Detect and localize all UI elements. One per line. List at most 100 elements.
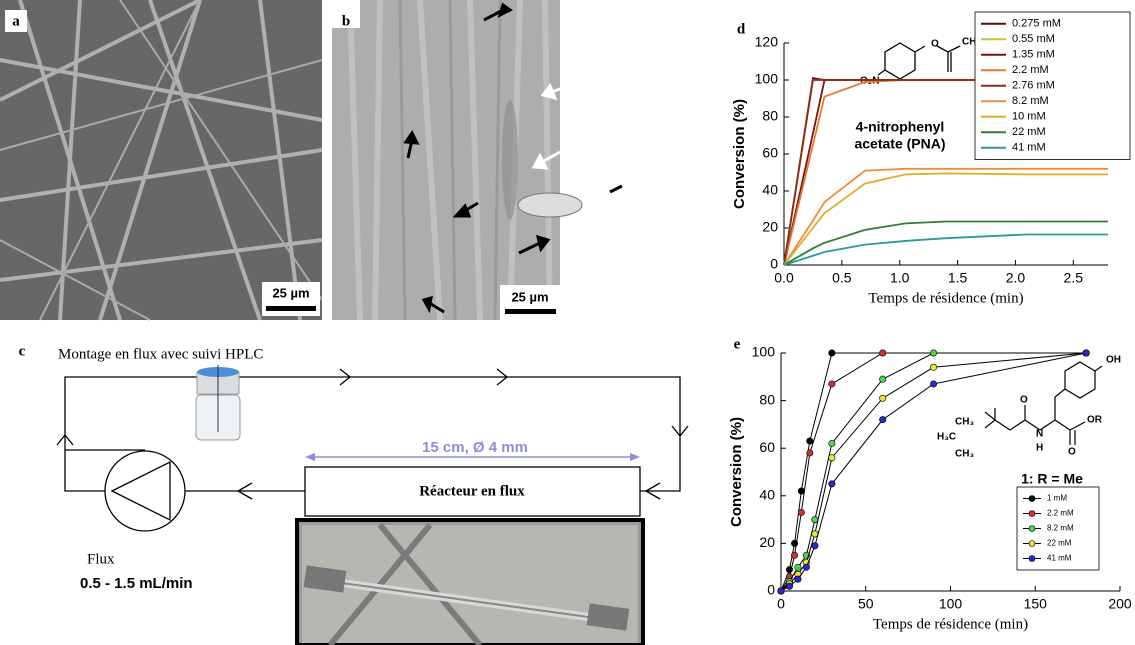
- data-point: [828, 349, 836, 357]
- x-tick-label: 2.5: [1064, 270, 1084, 286]
- molecule-label: N: [1036, 429, 1043, 440]
- data-point: [806, 449, 814, 457]
- molecule-label: CH₃: [955, 449, 974, 460]
- y-tick-label: 100: [755, 71, 779, 87]
- data-point: [785, 582, 793, 590]
- y-axis-label: Conversion (%): [731, 99, 748, 209]
- molecule-label: CH₃: [955, 417, 974, 428]
- molecule-label: O: [931, 39, 939, 50]
- flow-diagram: [56, 368, 689, 540]
- data-point: [930, 349, 938, 357]
- legend-marker: [1028, 555, 1036, 562]
- legend-label: 41 mM: [1047, 554, 1072, 563]
- legend-label: 10 mM: [1012, 111, 1046, 123]
- legend-label: 2.2 mM: [1047, 509, 1074, 518]
- sample-vial: [195, 365, 241, 441]
- data-point: [879, 375, 887, 383]
- legend-label: 2.76 mM: [1012, 80, 1055, 92]
- micrograph-a: a 25 µm: [0, 0, 323, 321]
- data-point: [828, 380, 836, 388]
- legend-label: 8.2 mM: [1047, 524, 1074, 533]
- flow-rate: 0.5 - 1.5 mL/min: [80, 575, 193, 592]
- annotation: 1: R = Me: [1021, 471, 1083, 487]
- panel-label: a: [12, 13, 20, 29]
- legend-label: 1 mM: [1047, 494, 1067, 503]
- legend-label: 0.275 mM: [1012, 18, 1061, 30]
- y-axis-label: Conversion (%): [728, 417, 745, 527]
- legend-label: 0.55 mM: [1012, 33, 1055, 45]
- y-tick-label: 20: [759, 534, 775, 550]
- y-tick-label: 80: [762, 108, 778, 124]
- x-tick-label: 2.0: [1006, 270, 1026, 286]
- series-line: [783, 220, 1108, 266]
- scale-bar-label: 25 µm: [272, 285, 309, 300]
- molecule-label: CH₃: [962, 37, 981, 48]
- reactor-dimensions: 15 cm, Ø 4 mm: [422, 439, 528, 456]
- panel-label: d: [737, 21, 746, 37]
- scale-bar-label: 25 µm: [511, 289, 548, 304]
- data-point: [879, 416, 887, 424]
- x-tick-label: 200: [1108, 596, 1132, 612]
- x-tick-label: 1.0: [890, 270, 910, 286]
- legend-marker: [1028, 495, 1036, 502]
- panel-label: c: [19, 343, 26, 359]
- data-point: [828, 480, 836, 488]
- data-point: [879, 349, 887, 357]
- data-point: [794, 563, 802, 571]
- panel-label: e: [734, 336, 741, 352]
- legend-label: 2.2 mM: [1012, 64, 1049, 76]
- molecule-label: OH: [1106, 355, 1121, 366]
- molecule-label: H: [1036, 443, 1043, 454]
- diagram-title: Montage en flux avec suivi HPLC: [58, 346, 263, 362]
- data-point: [802, 563, 810, 571]
- y-tick-label: 60: [762, 145, 778, 161]
- micrograph-b: b 25 µm: [332, 0, 623, 321]
- series-line: [780, 352, 1087, 592]
- x-tick-label: 1.5: [948, 270, 968, 286]
- data-point: [828, 454, 836, 462]
- molecule-label: OR: [1087, 415, 1103, 426]
- data-point: [794, 575, 802, 583]
- data-point: [930, 363, 938, 371]
- data-point: [828, 439, 836, 447]
- molecule-d: [877, 42, 961, 80]
- x-tick-label: 0: [777, 596, 785, 612]
- x-tick-label: 50: [858, 596, 874, 612]
- molecule-e: [984, 361, 1103, 445]
- legend-marker: [1028, 540, 1036, 547]
- legend-label: 22 mM: [1012, 126, 1046, 138]
- y-tick-label: 0: [767, 582, 775, 598]
- x-tick-label: 100: [939, 596, 963, 612]
- y-tick-label: 40: [762, 182, 778, 198]
- annotation: 4-nitrophenyl: [856, 119, 945, 135]
- data-point: [791, 551, 799, 559]
- series-line: [783, 233, 1108, 266]
- y-tick-label: 100: [752, 344, 776, 360]
- panel-label: b: [342, 13, 350, 29]
- y-tick-label: 0: [770, 256, 778, 272]
- legend-label: 41 mM: [1012, 142, 1046, 154]
- reactor-label: Réacteur en flux: [419, 483, 525, 499]
- data-point: [930, 380, 938, 388]
- legend-marker: [1028, 525, 1036, 532]
- y-tick-label: 20: [762, 219, 778, 235]
- reactor-photo: [295, 518, 645, 645]
- molecule-label: H₃C: [937, 432, 956, 443]
- molecule-label: O: [1068, 447, 1076, 458]
- data-point: [777, 587, 785, 595]
- x-tick-label: 0.0: [774, 270, 794, 286]
- data-point: [797, 508, 805, 516]
- legend-marker: [1028, 510, 1036, 517]
- legend-label: 22 mM: [1047, 539, 1072, 548]
- data-point: [811, 542, 819, 550]
- data-point: [879, 394, 887, 402]
- y-tick-label: 120: [755, 34, 779, 50]
- legend-label: 8.2 mM: [1012, 95, 1049, 107]
- data-point: [1082, 349, 1090, 357]
- molecule-label: O: [1020, 395, 1028, 406]
- x-axis-label: Temps de résidence (min): [873, 616, 1028, 632]
- y-tick-label: 40: [759, 487, 775, 503]
- legend-label: 1.35 mM: [1012, 49, 1055, 61]
- annotation: acetate (PNA): [854, 136, 945, 152]
